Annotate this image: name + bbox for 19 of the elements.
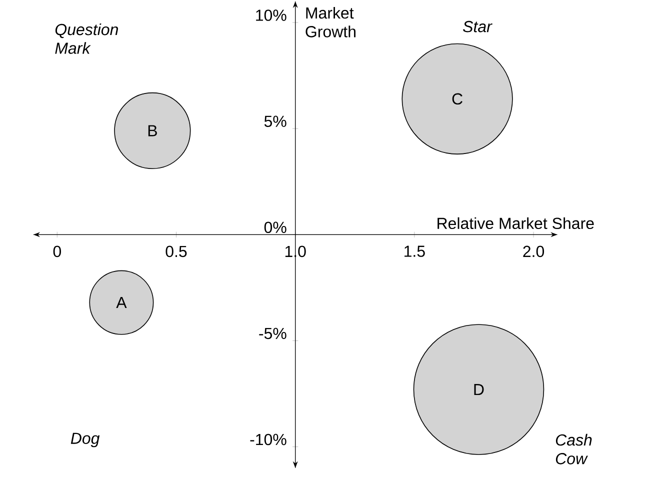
annotation: Star (463, 20, 492, 32)
y-tick-label: 10% (256, 10, 286, 21)
x-tick-label: 1.5 (404, 246, 425, 257)
annotation: C (452, 93, 462, 105)
y-axis-title: Market Growth (306, 6, 356, 38)
y-tick-label: 5% (264, 116, 286, 127)
annotation: Cash Cow (556, 434, 592, 464)
annotation: Question Mark (55, 23, 118, 54)
y-tick-label: 0% (264, 222, 286, 234)
x-tick-label: 0 (53, 246, 61, 258)
annotation: B (148, 125, 157, 136)
annotation: Dog (70, 432, 100, 448)
y-tick-label: -5% (259, 328, 286, 340)
annotation: A (116, 297, 127, 308)
y-tick-label: -10% (250, 434, 286, 446)
x-tick-label: 2.0 (523, 246, 544, 258)
x-tick-label: 0.5 (166, 246, 187, 258)
x-axis-title: Relative Market Share (438, 217, 594, 230)
annotation: D (474, 384, 484, 396)
